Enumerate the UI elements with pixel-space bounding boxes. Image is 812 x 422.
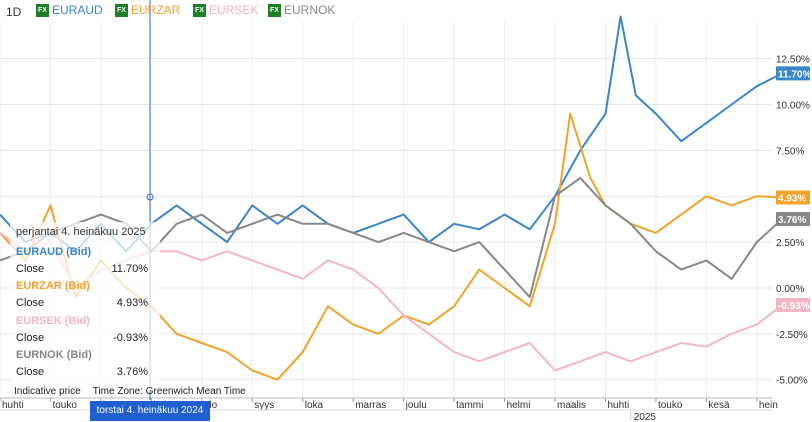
end-value-label-eurnok: 3.76% [778, 215, 806, 226]
x-tick-label: joulu [405, 400, 427, 411]
tooltip-close-row: Close 4.93% [16, 297, 148, 309]
tooltip-close-row: Close 11.70% [16, 263, 148, 275]
fx-icon: FX [268, 3, 281, 17]
x-tick-label: touko [52, 400, 77, 411]
y-tick-label: 2.50% [776, 238, 804, 249]
x-tick-label: huhti [607, 400, 629, 411]
y-tick-label: -2.50% [776, 330, 808, 341]
crosshair-tooltip: perjantai 4. heinäkuu 2025 EURAUD (Bid) … [10, 222, 246, 397]
legend-label: EURNOK [284, 3, 336, 17]
x-tick-label: kesä [708, 400, 730, 411]
y-tick-label: 0.00% [776, 284, 804, 295]
tooltip-series-name: EURNOK (Bid) [16, 349, 92, 361]
x-tick-label: syys [254, 400, 274, 411]
y-tick-label: 7.50% [776, 146, 804, 157]
y-tick-label: 12.50% [776, 55, 810, 66]
x-tick-label: marras [355, 400, 386, 411]
series-legend: 1D FX EURAUD FX EURZAR FX EURSEK FX EURN… [0, 0, 400, 22]
end-label-box [776, 190, 810, 205]
y-tick-label: -5.00% [776, 376, 808, 387]
end-value-label-eursek: -0.93% [778, 301, 810, 312]
legend-label: EURSEK [209, 3, 259, 17]
crosshair-date-label: torstai 4. heinäkuu 2024 [90, 401, 210, 421]
x-tick-label: touko [658, 400, 683, 411]
legend-item-euraud[interactable]: FX EURAUD [36, 3, 103, 17]
end-value-label-eurzar: 4.93% [778, 194, 806, 205]
fx-icon: FX [193, 3, 206, 17]
series-line-euraud [0, 15, 783, 253]
tooltip-close-row: Close -0.93% [16, 332, 148, 344]
tooltip-footer: Indicative price Time Zone: Greenwich Mea… [14, 386, 246, 397]
tooltip-series-name: EURSEK (Bid) [16, 315, 90, 327]
x-tick-label: elo [204, 400, 218, 411]
end-label-box [776, 211, 810, 226]
end-label-box [776, 298, 810, 313]
tooltip-series-name: EURZAR (Bid) [16, 280, 90, 292]
period-label[interactable]: 1D [6, 5, 22, 19]
end-label-box [776, 66, 810, 81]
tooltip-series-name: EURAUD (Bid) [16, 246, 92, 258]
tooltip-date: perjantai 4. heinäkuu 2025 [16, 226, 146, 238]
end-value-label-euraud: 11.70% [778, 69, 811, 80]
legend-item-eursek[interactable]: FX EURSEK [193, 3, 258, 17]
y-tick-label: 10.00% [776, 101, 810, 112]
year-label: 2025 [634, 412, 657, 422]
x-tick-label: helmi [507, 400, 531, 411]
x-tick-label: maalis [557, 400, 586, 411]
crosshair-marker [146, 193, 154, 201]
legend-item-eurnok[interactable]: FX EURNOK [268, 3, 335, 17]
fx-icon: FX [115, 3, 128, 17]
x-tick-label: loka [305, 400, 324, 411]
legend-label: EURZAR [131, 3, 181, 17]
x-tick-label: tammi [456, 400, 483, 411]
legend-label: EURAUD [52, 3, 103, 17]
x-tick-label: hein [759, 400, 778, 411]
legend-item-eurzar[interactable]: FX EURZAR [115, 3, 180, 17]
x-tick-label: huhti [2, 400, 24, 411]
fx-icon: FX [36, 3, 49, 17]
tooltip-close-row: Close 3.76% [16, 366, 148, 378]
